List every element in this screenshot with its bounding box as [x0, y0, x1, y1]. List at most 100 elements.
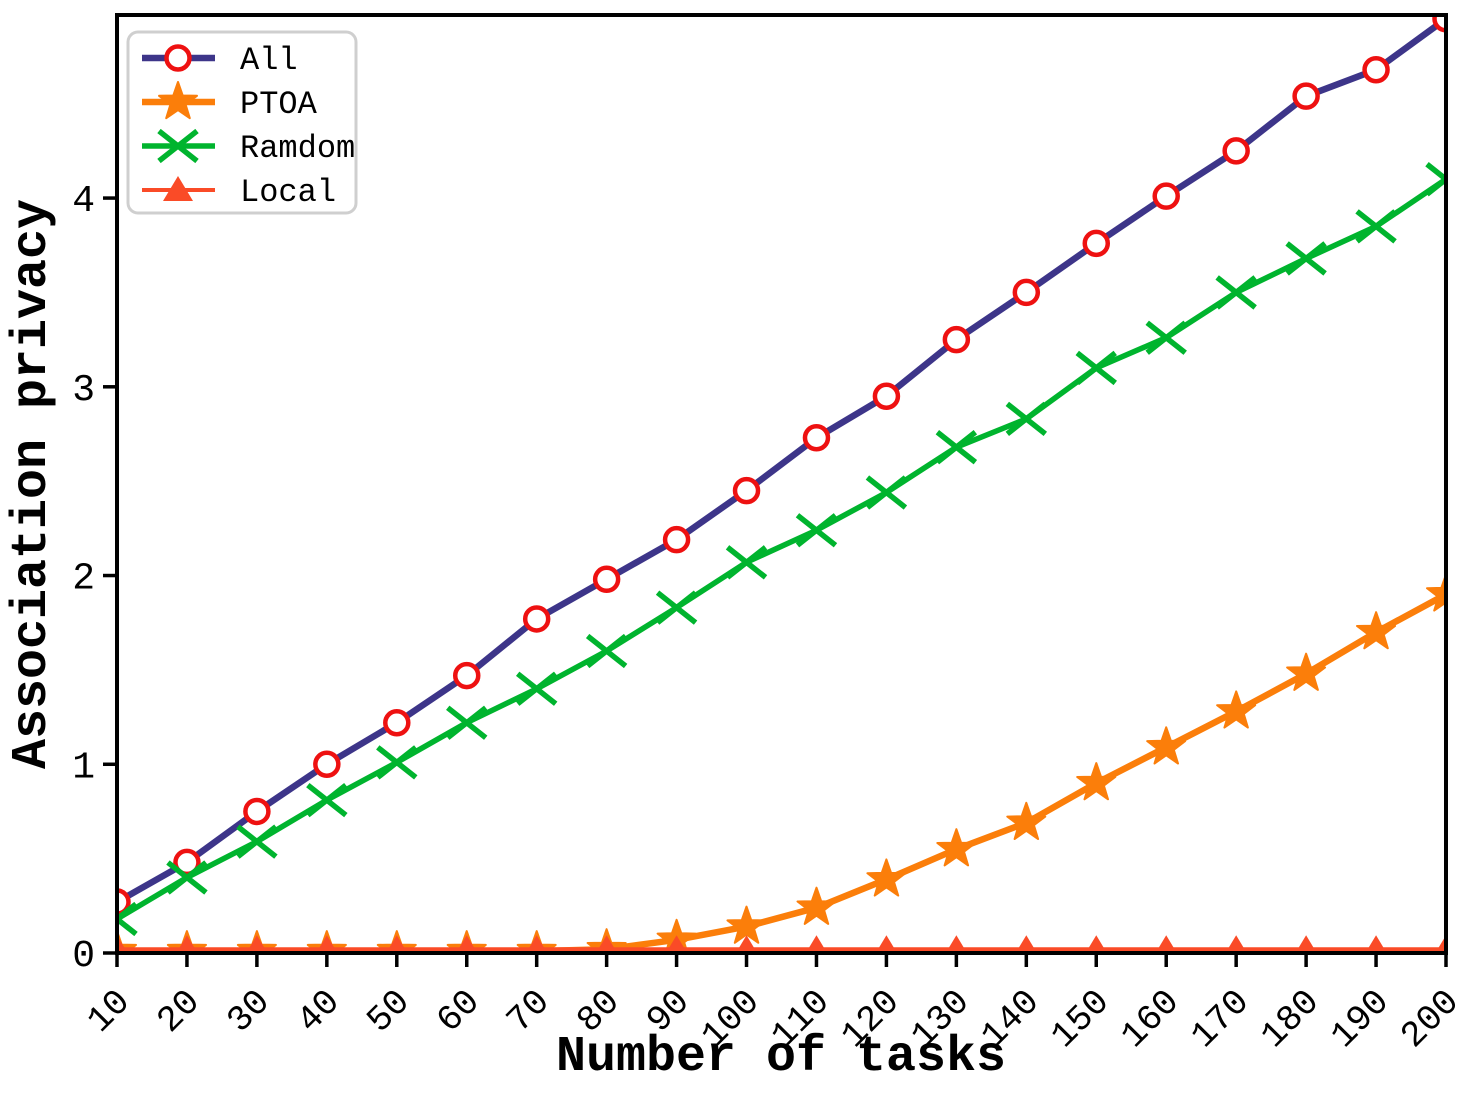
triangle-marker [945, 935, 968, 953]
circle-marker [942, 325, 971, 354]
triangle-marker [735, 935, 758, 953]
triangle-marker [1225, 935, 1247, 953]
star-marker [1356, 611, 1397, 650]
y-tick-label: 4 [72, 180, 95, 223]
triangle-marker [1435, 935, 1446, 953]
legend-label: PTOA [240, 86, 318, 123]
y-axis: 0 1 2 3 4 [72, 180, 117, 978]
legend: All PTOA Ramdom Local [126, 30, 358, 215]
circle-marker [592, 565, 621, 594]
x-marker [655, 590, 698, 625]
circle-marker [243, 797, 271, 826]
y-tick-label: 3 [72, 369, 95, 412]
legend-item-ramdom: Ramdom [142, 128, 355, 167]
circle-marker [1432, 15, 1446, 33]
triangle-marker [176, 935, 198, 953]
star-marker [1216, 690, 1257, 729]
circle-marker [173, 848, 201, 877]
plot-border [115, 13, 1448, 955]
triangle-marker [1015, 935, 1037, 953]
x-marker [306, 782, 348, 818]
x-marker [376, 745, 418, 780]
x-marker [1425, 162, 1446, 197]
legend-label: All [240, 42, 298, 79]
series-ramdom [117, 162, 1446, 937]
x-marker [446, 705, 488, 740]
circle-marker [872, 382, 901, 410]
series-all [117, 15, 1446, 916]
circle-marker [117, 888, 131, 916]
star-marker [1286, 652, 1327, 691]
y-tick-label: 2 [72, 558, 95, 601]
x-marker [935, 430, 978, 465]
y-axis-label: Association privacy [4, 199, 61, 769]
star-marker [1426, 573, 1446, 612]
star-marker [866, 858, 907, 897]
triangle-marker [1155, 935, 1177, 953]
triangle-marker [386, 935, 408, 953]
triangle-marker [117, 935, 128, 953]
x-marker [1285, 241, 1327, 276]
circle-marker [383, 708, 411, 737]
legend-label: Local [240, 174, 336, 211]
circle-marker [313, 750, 341, 779]
triangle-marker [1365, 935, 1387, 953]
x-marker [515, 671, 558, 706]
x-marker [865, 475, 908, 510]
triangle-marker [246, 935, 268, 953]
circle-marker [164, 44, 192, 72]
star-marker [1076, 762, 1117, 801]
x-marker [725, 545, 768, 580]
x-marker [166, 860, 208, 895]
circle-marker [662, 525, 691, 554]
y-tick-label: 0 [72, 935, 95, 978]
triangle-marker [875, 935, 898, 953]
x-marker [1005, 401, 1048, 437]
circle-marker [802, 424, 831, 452]
star-marker [796, 886, 837, 925]
circle-marker [1222, 137, 1250, 165]
star-marker [1006, 801, 1047, 840]
legend-item-ptoa: PTOA [142, 81, 318, 123]
triangle-marker [805, 935, 828, 953]
y-tick-label: 1 [72, 746, 95, 789]
x-marker [1355, 209, 1397, 244]
x-marker [117, 901, 138, 937]
triangle-marker [526, 935, 548, 953]
star-marker [158, 81, 198, 120]
series-local [117, 935, 1446, 953]
x-marker [1075, 350, 1117, 386]
legend-item-all: All [142, 42, 298, 79]
triangle-marker [595, 935, 618, 953]
x-marker [585, 633, 628, 669]
x-axis-label: Number of tasks [556, 1029, 1006, 1086]
x-marker [157, 128, 199, 164]
circle-marker [1362, 55, 1390, 84]
circle-marker [1082, 229, 1111, 258]
plot-area [117, 15, 1446, 953]
x-marker [795, 513, 838, 548]
triangle-marker [163, 176, 193, 201]
circle-marker [1012, 278, 1041, 307]
x-marker [1145, 320, 1187, 355]
triangle-marker [665, 935, 688, 953]
legend-box [126, 30, 358, 215]
triangle-marker [1295, 935, 1317, 953]
x-marker [236, 824, 278, 859]
star-marker [1146, 726, 1187, 765]
star-marker [726, 905, 767, 944]
triangle-marker [1085, 935, 1107, 953]
legend-item-local: Local [142, 174, 336, 211]
triangle-marker [316, 935, 338, 953]
circle-marker [1152, 182, 1180, 210]
circle-marker [1292, 82, 1320, 110]
triangle-marker [456, 935, 478, 953]
circle-marker [452, 661, 481, 690]
circle-marker [732, 476, 761, 505]
legend-label: Ramdom [240, 130, 355, 167]
circle-marker [522, 605, 551, 633]
star-marker [936, 828, 977, 867]
x-marker [1215, 275, 1257, 310]
